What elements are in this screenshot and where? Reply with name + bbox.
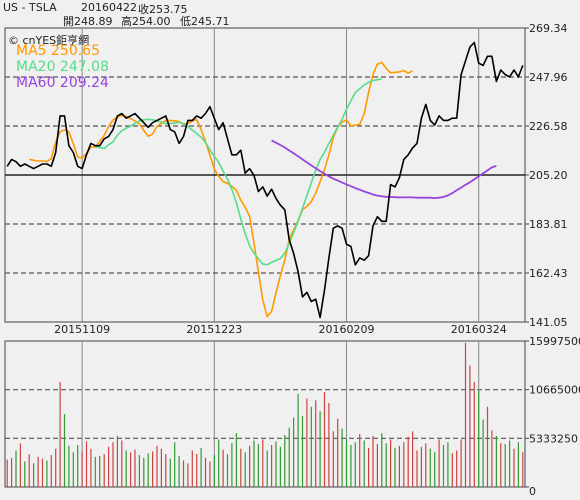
low-label: 低245.71	[180, 15, 230, 28]
series-price-line	[6, 41, 524, 319]
legend-ma60: MA60 209.24	[16, 75, 109, 91]
symbol-label: US - TSLA	[3, 1, 57, 14]
high-label: 高254.00	[121, 15, 171, 28]
open-label: 開248.89	[63, 15, 113, 28]
x-tick-label: 20151223	[186, 323, 242, 336]
y-tick-label: 226.58	[529, 120, 568, 133]
y-tick-label: 269.34	[529, 22, 568, 35]
volume-y-tick-label: 15997500	[529, 335, 580, 348]
y-tick-label: 141.05	[529, 316, 568, 329]
legend-ma5: MA5 250.65	[16, 43, 100, 59]
close-label: 收253.75	[138, 3, 188, 16]
x-tick-label: 20151109	[54, 323, 110, 336]
watermark: © cnYES鉅亨網	[8, 34, 90, 47]
volume-plot-frame	[4, 340, 526, 488]
y-tick-label: 247.96	[529, 71, 568, 84]
y-tick-label: 205.20	[529, 169, 568, 182]
date-label: 20160422	[81, 1, 137, 14]
volume-y-tick-label: 0	[529, 485, 536, 498]
x-tick-label: 20160209	[319, 323, 375, 336]
y-tick-label: 183.81	[529, 218, 568, 231]
y-tick-label: 162.43	[529, 267, 568, 280]
volume-y-tick-label: 10665000	[529, 384, 580, 397]
legend-ma20: MA20 247.08	[16, 59, 109, 75]
volume-y-tick-label: 5333250	[529, 432, 578, 445]
series-ma20-line	[95, 78, 382, 266]
x-tick-label: 20160324	[451, 323, 507, 336]
series-ma5-line	[29, 61, 413, 318]
series-ma60-line	[271, 139, 497, 200]
